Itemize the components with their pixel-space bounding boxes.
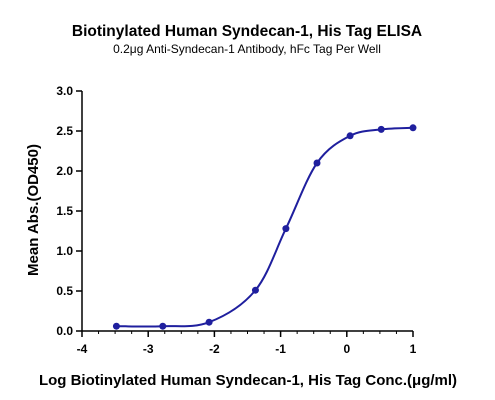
chart-subtitle: 0.2μg Anti-Syndecan-1 Antibody, hFc Tag … <box>113 42 381 56</box>
y-tick-label: 2.5 <box>56 124 73 138</box>
x-tick-label: -4 <box>77 342 88 356</box>
y-tick-label: 1.5 <box>56 204 73 218</box>
x-tick-label: -1 <box>275 342 286 356</box>
y-axis-label: Mean Abs.(OD450) <box>25 144 42 276</box>
ticks: -4 -3 -2 -1 0 1 0.0 0.5 1.0 1.5 2.0 2.5 3.0 <box>56 84 416 356</box>
fit-curve <box>116 126 414 328</box>
chart-title: Biotinylated Human Syndecan-1, His Tag E… <box>72 23 422 40</box>
data-point <box>205 318 213 326</box>
data-point <box>346 132 354 140</box>
y-tick-label: 0.5 <box>56 284 73 298</box>
data-point <box>282 225 290 233</box>
y-tick-label: 2.0 <box>56 164 73 178</box>
data-points <box>112 124 417 330</box>
x-tick-label: 0 <box>343 342 350 356</box>
data-point <box>251 286 259 294</box>
x-axis-label: Log Biotinylated Human Syndecan-1, His T… <box>39 372 457 389</box>
data-point <box>409 124 417 132</box>
x-tick-label: -2 <box>209 342 220 356</box>
data-point <box>159 322 167 330</box>
x-tick-label: 1 <box>410 342 417 356</box>
data-point <box>313 159 321 167</box>
y-tick-label: 0.0 <box>56 324 73 338</box>
data-point <box>112 322 120 330</box>
x-tick-label: -3 <box>143 342 154 356</box>
y-tick-label: 3.0 <box>56 84 73 98</box>
data-point <box>377 125 385 133</box>
axes <box>81 91 413 332</box>
y-tick-label: 1.0 <box>56 244 73 258</box>
